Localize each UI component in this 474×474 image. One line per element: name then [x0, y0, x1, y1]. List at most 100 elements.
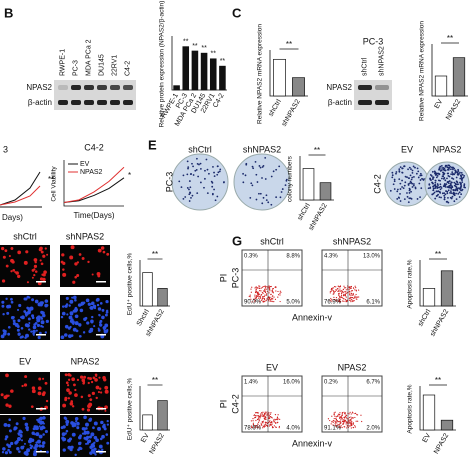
event: [345, 415, 347, 418]
event: [263, 295, 265, 298]
event: [270, 293, 272, 296]
cell: [83, 415, 87, 420]
colony: [406, 176, 408, 179]
cell: [18, 430, 22, 434]
colony: [279, 196, 282, 199]
event: [338, 292, 340, 294]
colony: [419, 179, 422, 181]
event: [257, 417, 260, 419]
cell: [98, 313, 101, 316]
axis-label: Annexin-v: [292, 312, 333, 322]
event: [252, 424, 255, 426]
colony: [389, 189, 392, 192]
cell: [5, 373, 9, 378]
event: [346, 425, 348, 427]
event: [338, 298, 340, 300]
event: [343, 300, 345, 302]
event: [250, 288, 252, 290]
event: [353, 297, 355, 300]
event: [332, 287, 334, 289]
cell: [62, 448, 66, 452]
axis-label: Days): [2, 213, 23, 222]
band: [375, 100, 389, 105]
event: [343, 411, 345, 413]
colony: [198, 163, 200, 166]
event: [339, 421, 341, 423]
cell: [91, 391, 96, 396]
cell: [93, 435, 98, 440]
event: [265, 422, 267, 424]
event: [265, 294, 268, 296]
cell: [64, 324, 69, 329]
colony: [281, 188, 284, 190]
colony: [436, 190, 439, 193]
cell: [93, 325, 96, 328]
event: [260, 294, 262, 296]
event: [342, 291, 345, 293]
cell: [86, 321, 90, 325]
colony: [191, 162, 193, 165]
colony: [452, 172, 454, 175]
event: [268, 292, 270, 294]
colony: [454, 183, 457, 186]
event: [254, 296, 256, 298]
bar: [422, 394, 436, 431]
cell: [94, 453, 97, 456]
event: [338, 416, 341, 418]
column-title: shNPAS2: [66, 231, 104, 241]
event: [348, 291, 350, 293]
colony: [189, 192, 192, 194]
event: [340, 415, 343, 417]
colony: [258, 165, 261, 167]
event: [341, 290, 343, 292]
event: [257, 423, 259, 425]
cell: [12, 321, 17, 326]
colony: [443, 185, 446, 188]
cell: [69, 312, 74, 316]
colony: [404, 175, 407, 178]
colony: [190, 196, 192, 199]
colony: [408, 177, 410, 180]
cell: [44, 303, 48, 308]
cell: [45, 450, 49, 454]
colony: [427, 187, 430, 190]
colony: [398, 178, 401, 181]
colony: [399, 166, 402, 169]
cell: [39, 435, 42, 438]
event: [350, 422, 353, 425]
colony: [280, 191, 283, 193]
cell: [74, 262, 78, 266]
event: [249, 296, 251, 298]
band: [58, 85, 68, 90]
event: [354, 412, 356, 415]
significance: **: [48, 175, 54, 184]
column-title: EV: [19, 356, 31, 366]
cell: [78, 253, 82, 256]
event: [273, 425, 275, 427]
cell: [10, 297, 13, 301]
event: [339, 285, 342, 287]
cell: [83, 430, 87, 434]
colony: [458, 196, 461, 198]
colony: [431, 181, 434, 184]
cell: [28, 322, 31, 325]
event: [333, 286, 336, 288]
event: [345, 423, 347, 425]
colony: [216, 165, 219, 168]
event: [345, 296, 347, 298]
event: [261, 415, 263, 417]
cell: [45, 399, 49, 403]
cell: [64, 432, 67, 435]
cell: [25, 324, 28, 328]
colony: [460, 175, 463, 178]
colony: [428, 183, 431, 186]
quadrant-percent: 13.0%: [363, 254, 381, 260]
event: [331, 288, 333, 290]
colony: [251, 184, 254, 187]
cell: [8, 404, 12, 408]
event: [350, 424, 353, 427]
event: [271, 290, 273, 292]
significance: *: [128, 171, 131, 180]
colony: [463, 183, 466, 186]
colony: [450, 173, 453, 176]
